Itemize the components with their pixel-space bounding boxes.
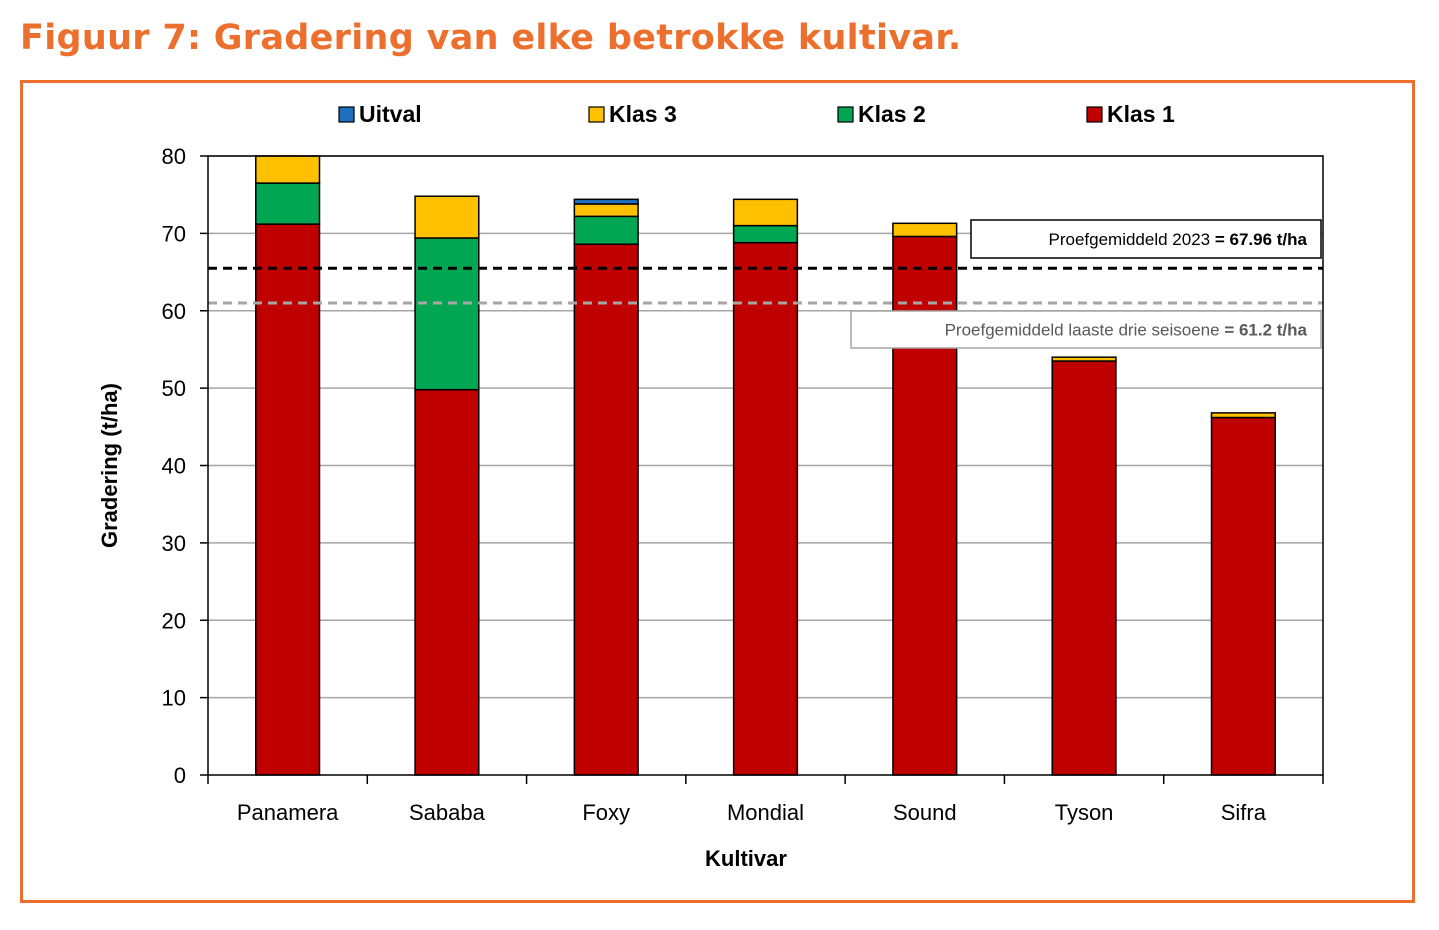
- annotation-text-2: Proefgemiddeld laaste drie seisoene = 61…: [945, 321, 1308, 340]
- bar-klas-1-panamera: [255, 223, 321, 776]
- figure-title: Figuur 7: Gradering van elke betrokke ku…: [20, 18, 962, 58]
- bar-klas-3-sifra: [1210, 412, 1276, 419]
- legend-label: Uitval: [359, 101, 422, 127]
- stacked-bar-chart: Proefgemiddeld 2023 = 67.96 t/haProefgem…: [97, 101, 1324, 871]
- annotation-label: Proefgemiddeld 2023: [1049, 230, 1211, 249]
- axes: [200, 155, 1324, 784]
- bar-klas-1-sababa: [414, 388, 480, 776]
- plot-area-border: [207, 155, 1324, 776]
- bar-klas-3-sound: [892, 222, 958, 238]
- bar-klas-3-panamera: [255, 155, 321, 184]
- legend: Uitval Klas 3 Klas 2 Klas 1: [338, 101, 1175, 127]
- legend-label: Klas 3: [609, 101, 677, 127]
- bar-klas-3-tyson: [1051, 356, 1117, 362]
- legend-swatch-uitval: [338, 106, 355, 123]
- legend-swatch-klas-3: [588, 106, 605, 123]
- legend-label: Klas 2: [858, 101, 926, 127]
- y-axis-title: Gradering (t/ha): [97, 383, 122, 548]
- reference-lines: Proefgemiddeld 2023 = 67.96 t/haProefgem…: [208, 219, 1323, 349]
- bar-klas-1-sifra: [1210, 416, 1276, 776]
- y-tick-label: 80: [162, 144, 186, 169]
- annotation-box-1: [970, 219, 1322, 259]
- bar-klas-2-sababa: [414, 237, 480, 391]
- y-tick-label: 30: [162, 531, 186, 556]
- bar-klas-3-foxy: [573, 203, 639, 218]
- y-tick-label: 10: [162, 686, 186, 711]
- legend-swatch-klas-1: [1086, 106, 1103, 123]
- bar-klas-1-foxy: [573, 243, 639, 776]
- y-tick-labels: 0 10 20 30 40 50 60 70 80: [162, 144, 186, 788]
- bar-klas-2-panamera: [255, 182, 321, 225]
- y-tick-label: 60: [162, 299, 186, 324]
- legend-swatch-klas-2: [837, 106, 854, 123]
- x-axis-title: Kultivar: [705, 846, 787, 871]
- y-tick-label: 40: [162, 454, 186, 479]
- annotation-text-1: Proefgemiddeld 2023 = 67.96 t/ha: [1049, 230, 1308, 249]
- bar-klas-1-mondial: [732, 241, 799, 776]
- bar-klas-2-mondial: [732, 224, 799, 244]
- x-tick-label: Sababa: [409, 800, 486, 825]
- y-tick-label: 70: [162, 221, 186, 246]
- annotation-value: = 67.96 t/ha: [1215, 230, 1308, 249]
- annotation-label: Proefgemiddeld laaste drie seisoene: [945, 321, 1220, 340]
- chart-frame: Proefgemiddeld 2023 = 67.96 t/ha Proefgem…: [20, 80, 1415, 903]
- x-tick-label: Tyson: [1055, 800, 1114, 825]
- x-tick-label: Sifra: [1221, 800, 1267, 825]
- bar-klas-3-sababa: [414, 195, 480, 239]
- x-tick-label: Mondial: [727, 800, 804, 825]
- x-tick-label: Panamera: [237, 800, 339, 825]
- y-tick-label: 50: [162, 376, 186, 401]
- bar-klas-3-mondial: [732, 198, 799, 227]
- y-tick-label: 20: [162, 608, 186, 633]
- x-tick-labels: Panamera Sababa Foxy Mondial Sound Tyson Sifra: [237, 800, 1267, 825]
- x-tick-label: Foxy: [582, 800, 630, 825]
- bar-klas-1-tyson: [1051, 360, 1117, 776]
- annotation-value: = 61.2 t/ha: [1224, 321, 1307, 340]
- bar-klas-2-foxy: [573, 215, 639, 245]
- x-tick-label: Sound: [893, 800, 957, 825]
- bar-uitval-foxy: [573, 198, 639, 205]
- y-tick-label: 0: [174, 763, 186, 788]
- legend-label: Klas 1: [1107, 101, 1175, 127]
- annotation-box-2: [850, 310, 1322, 349]
